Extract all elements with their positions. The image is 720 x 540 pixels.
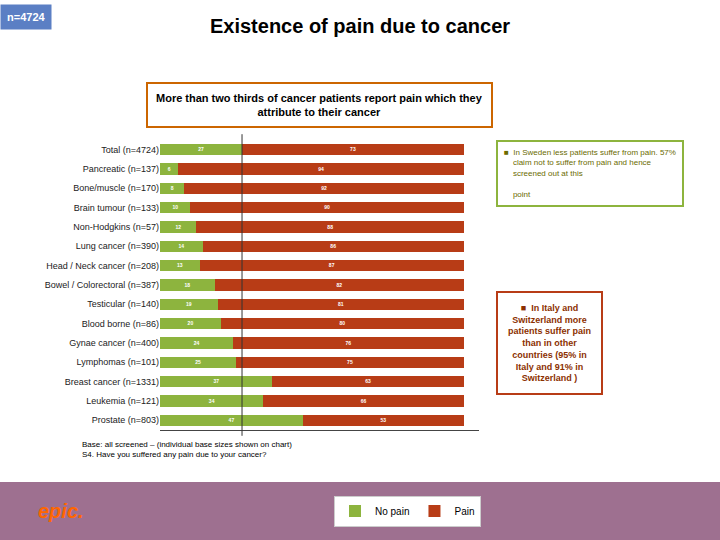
svg-text:10: 10 [172,204,178,210]
svg-text:18: 18 [185,282,191,288]
svg-text:n=4724: n=4724 [7,11,45,23]
svg-text:34: 34 [209,398,215,404]
svg-text:Testicular (n=140): Testicular (n=140) [87,299,159,309]
svg-text:82: 82 [336,282,342,288]
svg-text:Leukemia (n=121): Leukemia (n=121) [86,396,159,406]
svg-text:Breast cancer (n=1331): Breast cancer (n=1331) [65,377,159,387]
svg-text:92: 92 [321,185,327,191]
svg-text:■ In Sweden less patients suf: ■ In Sweden less patients suffer from pa… [504,148,676,199]
svg-text:87: 87 [329,262,335,268]
svg-text:13: 13 [177,262,183,268]
svg-text:Non-Hodgkins (n=57): Non-Hodgkins (n=57) [73,222,159,232]
svg-text:More than two thirds of cancer: More than two thirds of cancer patients … [156,92,483,118]
svg-text:Base: all screened – (individu: Base: all screened – (individual base si… [82,440,292,459]
svg-text:76: 76 [346,340,352,346]
svg-text:Blood borne (n=86): Blood borne (n=86) [82,319,159,329]
svg-text:25: 25 [195,359,201,365]
svg-text:Gynae cancer (n=400): Gynae cancer (n=400) [69,338,159,348]
svg-text:63: 63 [365,378,371,384]
svg-text:No pain: No pain [375,506,409,517]
svg-text:14: 14 [178,243,184,249]
svg-text:Lung cancer (n=390): Lung cancer (n=390) [76,241,159,251]
svg-text:86: 86 [330,243,336,249]
svg-text:6: 6 [168,166,171,172]
svg-text:53: 53 [380,417,386,423]
svg-text:80: 80 [339,320,345,326]
svg-text:24: 24 [194,340,200,346]
svg-text:Pancreatic (n=137): Pancreatic (n=137) [83,164,159,174]
svg-text:19: 19 [186,301,192,307]
svg-text:Prostate (n=803): Prostate (n=803) [92,415,159,425]
svg-text:47: 47 [229,417,235,423]
svg-text:Bowel / Colorectoral (n=387): Bowel / Colorectoral (n=387) [45,280,159,290]
svg-text:Existence of pain due to cance: Existence of pain due to cancer [210,15,510,37]
svg-text:90: 90 [324,204,330,210]
svg-text:81: 81 [338,301,344,307]
svg-text:20: 20 [188,320,194,326]
svg-text:27: 27 [198,146,204,152]
svg-text:Pain: Pain [454,506,474,517]
svg-text:Brain tumour (n=133): Brain tumour (n=133) [74,203,159,213]
svg-text:12: 12 [175,224,181,230]
svg-text:94: 94 [318,166,324,172]
svg-text:37: 37 [213,378,219,384]
svg-text:66: 66 [361,398,367,404]
svg-text:Head / Neck cancer (n=208): Head / Neck cancer (n=208) [46,261,159,271]
svg-text:75: 75 [347,359,353,365]
svg-text:epic.: epic. [38,500,84,522]
svg-text:Total (n=4724): Total (n=4724) [101,145,159,155]
svg-text:Bone/muscle (n=170): Bone/muscle (n=170) [73,183,159,193]
svg-text:■ In Italy andSwitzerland mor: ■ In Italy andSwitzerland morepatients s… [508,303,591,383]
svg-text:73: 73 [350,146,356,152]
svg-text:88: 88 [327,224,333,230]
svg-text:Lymphomas (n=101): Lymphomas (n=101) [77,357,159,367]
svg-text:8: 8 [171,185,174,191]
